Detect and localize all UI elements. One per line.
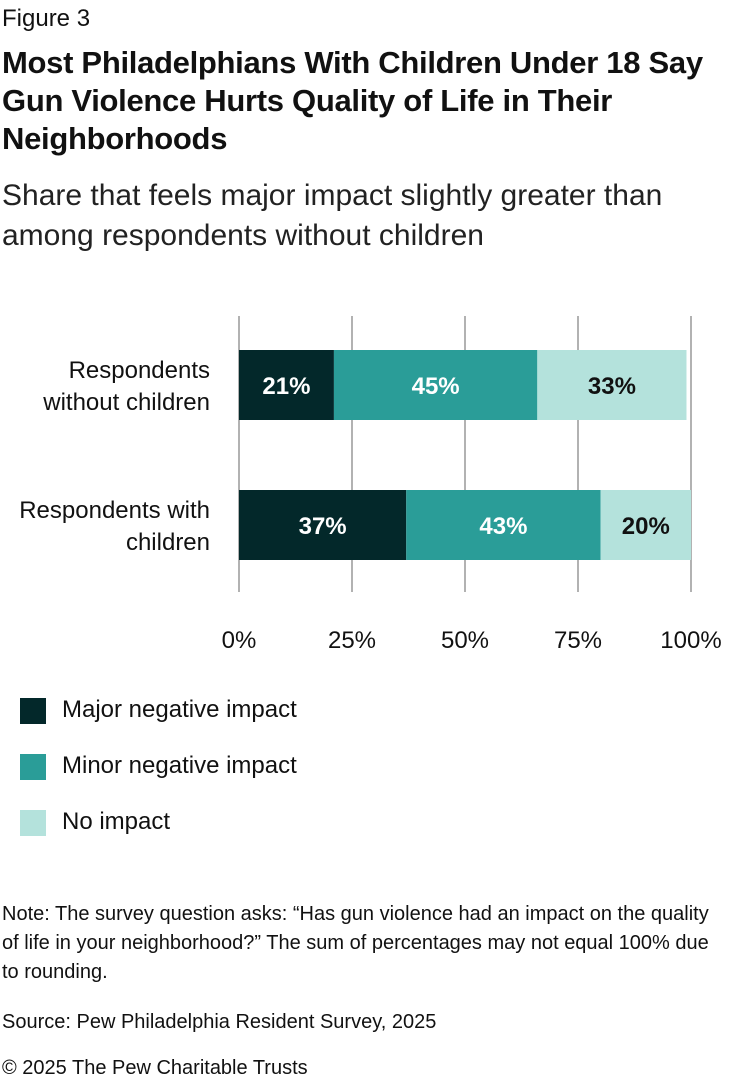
legend-swatch xyxy=(20,754,46,780)
data-label: 20% xyxy=(622,513,670,540)
legend-label: No impact xyxy=(62,808,171,835)
legend-swatch xyxy=(20,810,46,836)
bar-segment xyxy=(537,350,687,420)
x-tick-labels: 0% 25% 50% 75% 100% xyxy=(222,627,722,654)
x-tick-label: 0% xyxy=(222,627,257,654)
category-label: Respondents without children xyxy=(42,357,210,416)
category-label-line: without children xyxy=(42,389,210,416)
data-label: 45% xyxy=(412,373,460,400)
x-tick-label: 50% xyxy=(441,627,489,654)
chart-source: Source: Pew Philadelphia Resident Survey… xyxy=(2,1011,437,1033)
x-tick-label: 25% xyxy=(328,627,376,654)
category-label-line: Respondents xyxy=(69,357,210,384)
category-label-line: children xyxy=(126,529,210,556)
data-label: 21% xyxy=(262,373,310,400)
bar-segment xyxy=(406,490,601,560)
bar-segment xyxy=(333,350,538,420)
category-label-line: Respondents with xyxy=(19,497,210,524)
bars: 21% 45% 33% 37% 43% 20% xyxy=(239,350,691,560)
data-label: 33% xyxy=(588,373,636,400)
bar-segment xyxy=(239,490,407,560)
x-tick-label: 100% xyxy=(660,627,721,654)
data-label: 37% xyxy=(299,513,347,540)
chart-note: Note: The survey question asks: “Has gun… xyxy=(2,903,709,983)
legend-label: Major negative impact xyxy=(62,696,297,723)
bar-segment xyxy=(239,350,334,420)
copyright: © 2025 The Pew Charitable Trusts xyxy=(2,1057,308,1079)
legend-swatch xyxy=(20,698,46,724)
chart-subtitle: Share that feels major impact slightly g… xyxy=(2,179,663,252)
bar-segment xyxy=(600,490,691,560)
chart-title: Most Philadelphians With Children Under … xyxy=(2,45,703,156)
data-label: 43% xyxy=(479,513,527,540)
legend-label: Minor negative impact xyxy=(62,752,297,779)
stacked-bar-chart: 21% 45% 33% 37% 43% 20% Respondents without ch… xyxy=(19,316,722,654)
figure-label: Figure 3 xyxy=(2,5,91,32)
x-tick-label: 75% xyxy=(554,627,602,654)
category-label: Respondents with children xyxy=(19,497,210,556)
